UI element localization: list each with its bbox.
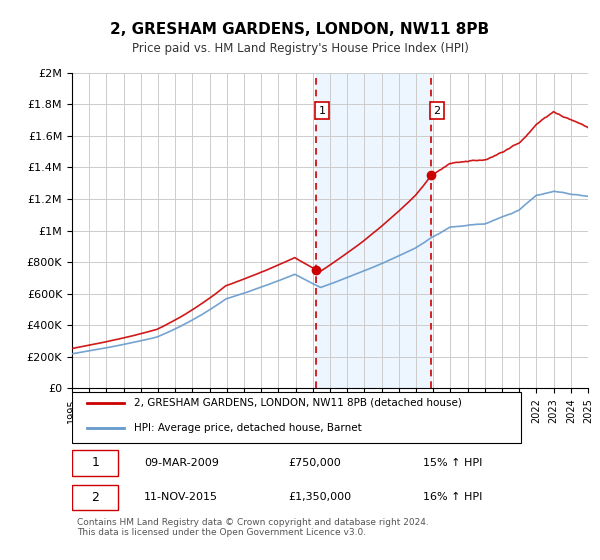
Text: 11-NOV-2015: 11-NOV-2015 [144, 492, 218, 502]
Text: HPI: Average price, detached house, Barnet: HPI: Average price, detached house, Barn… [134, 423, 362, 433]
Text: £1,350,000: £1,350,000 [289, 492, 352, 502]
Text: 2: 2 [91, 491, 99, 503]
Text: Contains HM Land Registry data © Crown copyright and database right 2024.
This d: Contains HM Land Registry data © Crown c… [77, 518, 429, 537]
Text: 16% ↑ HPI: 16% ↑ HPI [423, 492, 482, 502]
Text: 15% ↑ HPI: 15% ↑ HPI [423, 458, 482, 468]
Text: 2: 2 [433, 106, 440, 116]
Bar [316, 73, 431, 388]
Text: 2, GRESHAM GARDENS, LONDON, NW11 8PB (detached house): 2, GRESHAM GARDENS, LONDON, NW11 8PB (de… [134, 398, 462, 408]
Text: 1: 1 [319, 106, 326, 116]
Text: 2, GRESHAM GARDENS, LONDON, NW11 8PB: 2, GRESHAM GARDENS, LONDON, NW11 8PB [110, 22, 490, 38]
Text: 09-MAR-2009: 09-MAR-2009 [144, 458, 219, 468]
FancyBboxPatch shape [72, 391, 521, 444]
FancyBboxPatch shape [72, 485, 118, 510]
Text: 1: 1 [91, 456, 99, 469]
Text: Price paid vs. HM Land Registry's House Price Index (HPI): Price paid vs. HM Land Registry's House … [131, 42, 469, 55]
Text: £750,000: £750,000 [289, 458, 341, 468]
FancyBboxPatch shape [72, 450, 118, 476]
